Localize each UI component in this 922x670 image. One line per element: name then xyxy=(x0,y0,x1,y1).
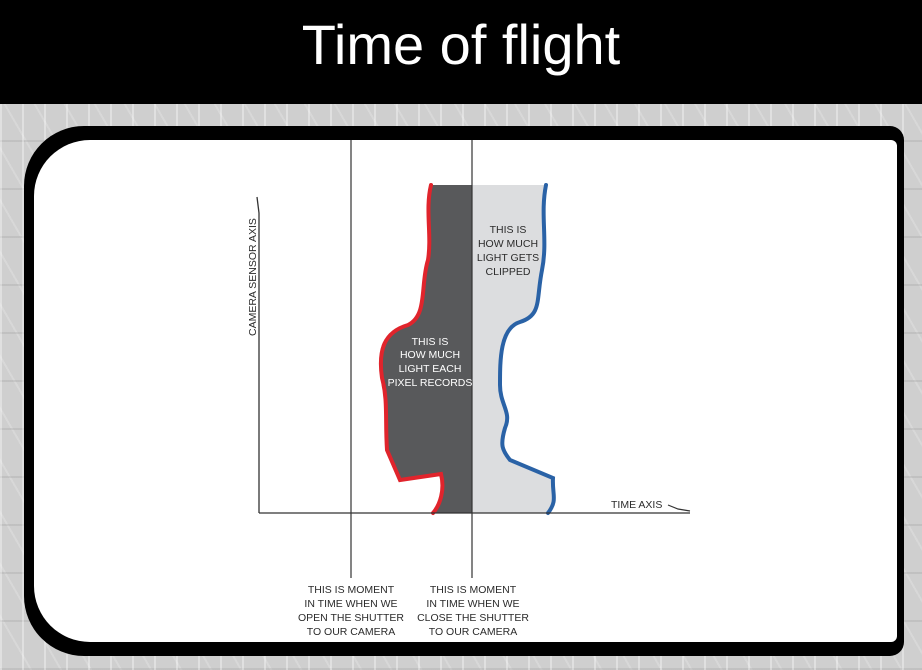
clipped-label-line: THIS IS xyxy=(490,224,527,236)
close-shutter-caption: THIS IS MOMENT IN TIME WHEN WE CLOSE THE… xyxy=(417,584,529,638)
open-shutter-caption: THIS IS MOMENT IN TIME WHEN WE OPEN THE … xyxy=(298,584,404,638)
close-shutter-caption-line: TO OUR CAMERA xyxy=(429,626,517,638)
open-shutter-caption-line: TO OUR CAMERA xyxy=(307,626,395,638)
open-shutter-caption-line: IN TIME WHEN WE xyxy=(304,598,397,610)
recorded-label-line: PIXEL RECORDS xyxy=(388,377,473,389)
recorded-label-line: THIS IS xyxy=(412,336,449,348)
close-shutter-caption-line: IN TIME WHEN WE xyxy=(426,598,519,610)
close-shutter-caption-line: CLOSE THE SHUTTER xyxy=(417,612,529,624)
y-axis-label: CAMERA SENSOR AXIS xyxy=(247,218,259,336)
open-shutter-caption-line: THIS IS MOMENT xyxy=(308,584,395,596)
x-axis-label: TIME AXIS xyxy=(611,499,662,511)
open-shutter-caption-line: OPEN THE SHUTTER xyxy=(298,612,404,624)
recorded-label-line: LIGHT EACH xyxy=(399,363,462,375)
clipped-label-line: CLIPPED xyxy=(486,266,531,278)
close-shutter-caption-line: THIS IS MOMENT xyxy=(430,584,517,596)
x-axis-label-leader xyxy=(668,505,690,511)
clipped-label-line: LIGHT GETS xyxy=(477,252,539,264)
clipped-label-line: HOW MUCH xyxy=(478,238,538,250)
recorded-label-line: HOW MUCH xyxy=(400,349,460,361)
